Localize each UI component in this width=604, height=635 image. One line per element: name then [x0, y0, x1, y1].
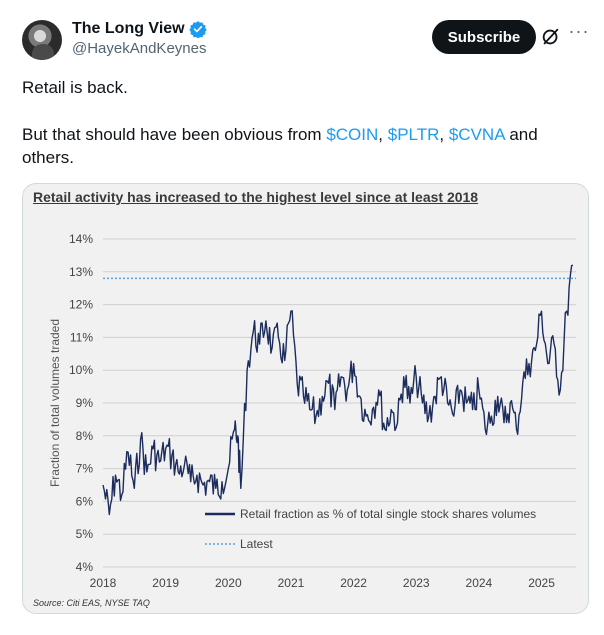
tweet-header: The Long View @HayekAndKeynes Subscribe … — [22, 18, 592, 66]
name-row: The Long View — [72, 20, 207, 38]
chart-title: Retail activity has increased to the hig… — [33, 189, 479, 205]
cashtag-coin[interactable]: $COIN — [326, 125, 379, 144]
y-tick-label: 11% — [70, 330, 93, 344]
x-tick-label: 2022 — [340, 576, 367, 590]
x-tick-label: 2021 — [278, 576, 305, 590]
x-tick-label: 2019 — [152, 576, 179, 590]
x-tick-label: 2023 — [403, 576, 430, 590]
chart-source: Source: Citi EAS, NYSE TAQ — [33, 598, 150, 608]
y-tick-label: 12% — [69, 298, 93, 312]
y-tick-label: 8% — [76, 429, 94, 443]
y-tick-label: 14% — [69, 232, 93, 246]
tweet-line-2: But that should have been obvious from $… — [22, 123, 582, 146]
separator: , — [439, 125, 449, 144]
tweet-line-1: Retail is back. — [22, 78, 128, 97]
legend-label-retail: Retail fraction as % of total single sto… — [240, 507, 536, 521]
x-tick-label: 2025 — [528, 576, 555, 590]
chart-image[interactable]: Retail activity has increased to the hig… — [22, 183, 589, 614]
handle[interactable]: @HayekAndKeynes — [72, 40, 207, 57]
cashtag-cvna[interactable]: $CVNA — [448, 125, 505, 144]
verified-badge-icon — [188, 21, 207, 38]
cashtag-pltr[interactable]: $PLTR — [387, 125, 440, 144]
line-chart: 4% 5% 6% 7% 8% 9% 10% 11% 12% 13% 14% 2018 2019 2020 2… — [48, 232, 576, 590]
tweet-line-2-prefix: But that should have been obvious from — [22, 125, 327, 144]
x-tick-label: 2018 — [90, 576, 117, 590]
legend-label-latest: Latest — [240, 537, 273, 551]
subscribe-button[interactable]: Subscribe — [432, 20, 536, 54]
y-tick-label: 9% — [76, 396, 94, 410]
separator: , — [378, 125, 388, 144]
y-tick-label: 10% — [69, 363, 93, 377]
tweet-line-3: others. — [22, 148, 74, 167]
tweet-body: Retail is back. But that should have bee… — [22, 76, 582, 169]
y-tick-label: 4% — [76, 560, 94, 574]
tweet-line-2-suffix: and — [504, 125, 538, 144]
display-name[interactable]: The Long View — [72, 20, 185, 37]
avatar[interactable] — [22, 20, 62, 60]
y-tick-label: 7% — [76, 462, 94, 476]
grok-icon[interactable] — [540, 26, 562, 48]
x-tick-label: 2020 — [215, 576, 242, 590]
series-line-retail-fraction — [102, 264, 574, 516]
y-tick-label: 13% — [69, 265, 93, 279]
y-axis-label: Fraction of total volumes traded — [48, 319, 62, 487]
x-tick-label: 2024 — [466, 576, 493, 590]
y-tick-label: 6% — [76, 494, 94, 508]
y-tick-label: 5% — [76, 527, 94, 541]
more-options-icon[interactable]: ··· — [568, 21, 590, 41]
